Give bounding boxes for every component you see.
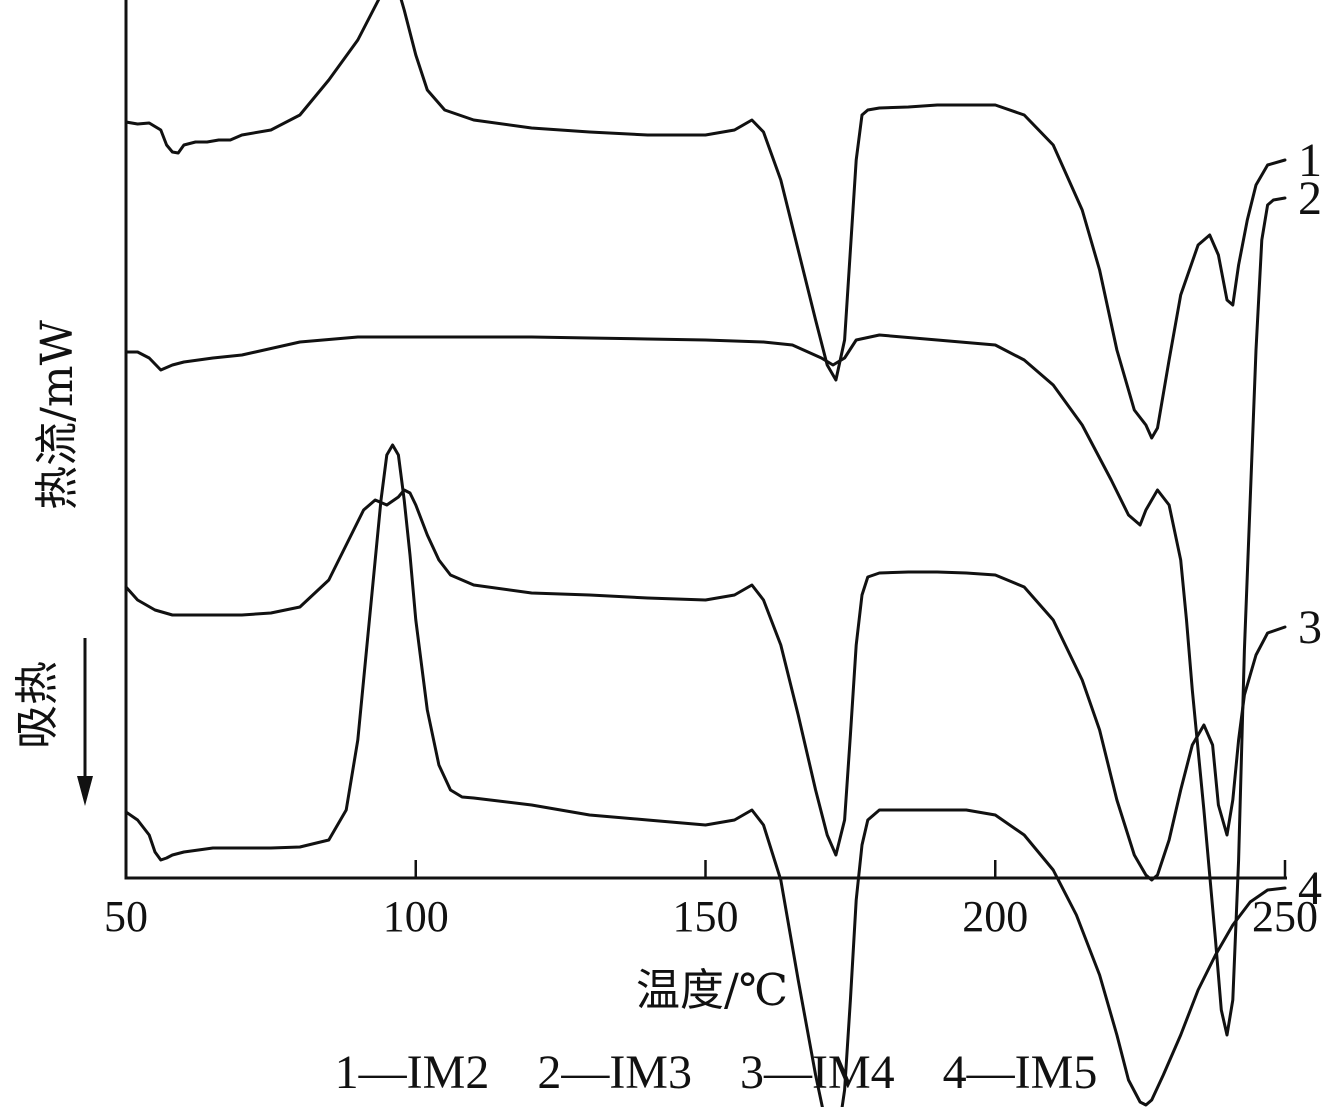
x-axis-ticks: 50 100 150 200 250 <box>104 860 1318 941</box>
series-label-3: 3 <box>1298 601 1322 654</box>
series-label-4: 4 <box>1298 862 1322 915</box>
series-line-2 <box>124 196 1287 1037</box>
x-tick-label: 150 <box>673 892 739 941</box>
series-labels: 12 3 4 <box>1298 134 1322 915</box>
series-label-1: 1 <box>1298 134 1322 187</box>
endotherm-arrow-icon <box>77 776 93 806</box>
series-line-3 <box>124 488 1287 882</box>
x-axis-title: 温度/℃ <box>636 965 788 1016</box>
y-axis-title: 热流/mW <box>32 319 83 510</box>
x-tick-label: 250 <box>1252 892 1318 941</box>
endotherm-indicator: 吸热 <box>12 638 93 806</box>
x-tick-label: 50 <box>104 892 148 941</box>
x-tick-label: 200 <box>962 892 1028 941</box>
plot-area: 50 100 150 200 250 12 3 4 <box>104 0 1322 1107</box>
endotherm-label: 吸热 <box>12 661 63 749</box>
y-axis-title-group: 热流/mW <box>32 319 83 510</box>
series-line-4 <box>124 443 1287 1107</box>
series-label-2: 2 <box>1298 172 1322 225</box>
series-curves <box>124 0 1287 1107</box>
legend: 1—IM2 2—IM3 3—IM4 4—IM5 <box>335 1046 1098 1099</box>
x-tick-label: 100 <box>383 892 449 941</box>
series-line-1 <box>124 0 1287 440</box>
